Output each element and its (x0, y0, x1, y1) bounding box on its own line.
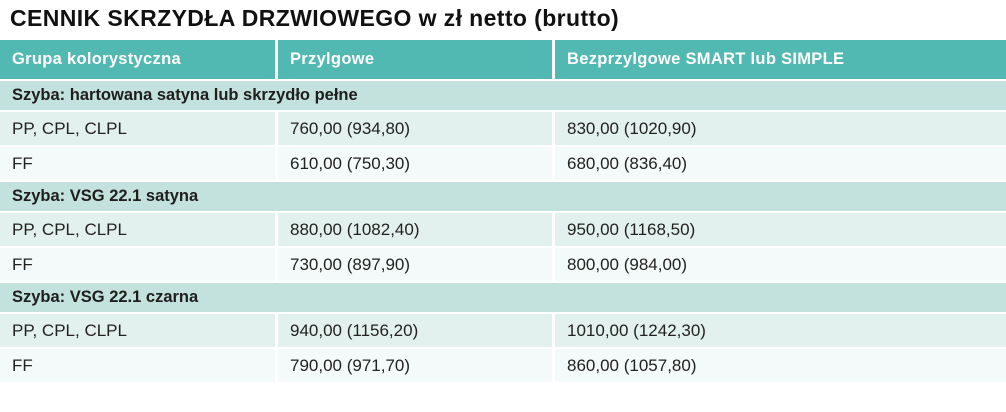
color-group-cell: PP, CPL, CLPL (0, 112, 278, 147)
price-cell: 800,00 (984,00) (555, 248, 1006, 283)
section-label: Szyba: hartowana satyna lub skrzydło peł… (0, 81, 1006, 112)
color-group-cell: FF (0, 248, 278, 283)
price-cell: 950,00 (1168,50) (555, 213, 1006, 248)
section-row: Szyba: hartowana satyna lub skrzydło peł… (0, 81, 1006, 112)
table-row: PP, CPL, CLPL 880,00 (1082,40) 950,00 (116… (0, 213, 1006, 248)
price-cell: 830,00 (1020,90) (555, 112, 1006, 147)
color-group-cell: FF (0, 147, 278, 182)
table-row: PP, CPL, CLPL 940,00 (1156,20) 1010,00 (12… (0, 314, 1006, 349)
price-cell: 680,00 (836,40) (555, 147, 1006, 182)
column-header-color-group: Grupa kolorystyczna (0, 40, 278, 81)
section-label: Szyba: VSG 22.1 czarna (0, 283, 1006, 314)
page-title: CENNIK SKRZYDŁA DRZWIOWEGO w zł netto (b… (10, 5, 620, 31)
price-cell: 730,00 (897,90) (278, 248, 555, 283)
price-table: Grupa kolorystyczna Przylgowe Bezprzylgo… (0, 40, 1006, 384)
table-row: FF 790,00 (971,70) 860,00 (1057,80) (0, 349, 1006, 384)
section-label: Szyba: VSG 22.1 satyna (0, 182, 1006, 213)
price-cell: 790,00 (971,70) (278, 349, 555, 384)
table-row: PP, CPL, CLPL 760,00 (934,80) 830,00 (1020… (0, 112, 1006, 147)
color-group-cell: PP, CPL, CLPL (0, 314, 278, 349)
price-cell: 1010,00 (1242,30) (555, 314, 1006, 349)
table-row: FF 610,00 (750,30) 680,00 (836,40) (0, 147, 1006, 182)
price-cell: 880,00 (1082,40) (278, 213, 555, 248)
color-group-cell: PP, CPL, CLPL (0, 213, 278, 248)
color-group-cell: FF (0, 349, 278, 384)
price-cell: 860,00 (1057,80) (555, 349, 1006, 384)
column-header-przylgowe: Przylgowe (278, 40, 555, 81)
price-cell: 760,00 (934,80) (278, 112, 555, 147)
table-row: FF 730,00 (897,90) 800,00 (984,00) (0, 248, 1006, 283)
column-header-bezprzylgowe: Bezprzylgowe SMART lub SIMPLE (555, 40, 1006, 81)
section-row: Szyba: VSG 22.1 satyna (0, 182, 1006, 213)
section-row: Szyba: VSG 22.1 czarna (0, 283, 1006, 314)
table-header-row: Grupa kolorystyczna Przylgowe Bezprzylgo… (0, 40, 1006, 81)
price-cell: 610,00 (750,30) (278, 147, 555, 182)
price-list-page: CENNIK SKRZYDŁA DRZWIOWEGO w zł netto (b… (0, 5, 1006, 384)
price-cell: 940,00 (1156,20) (278, 314, 555, 349)
